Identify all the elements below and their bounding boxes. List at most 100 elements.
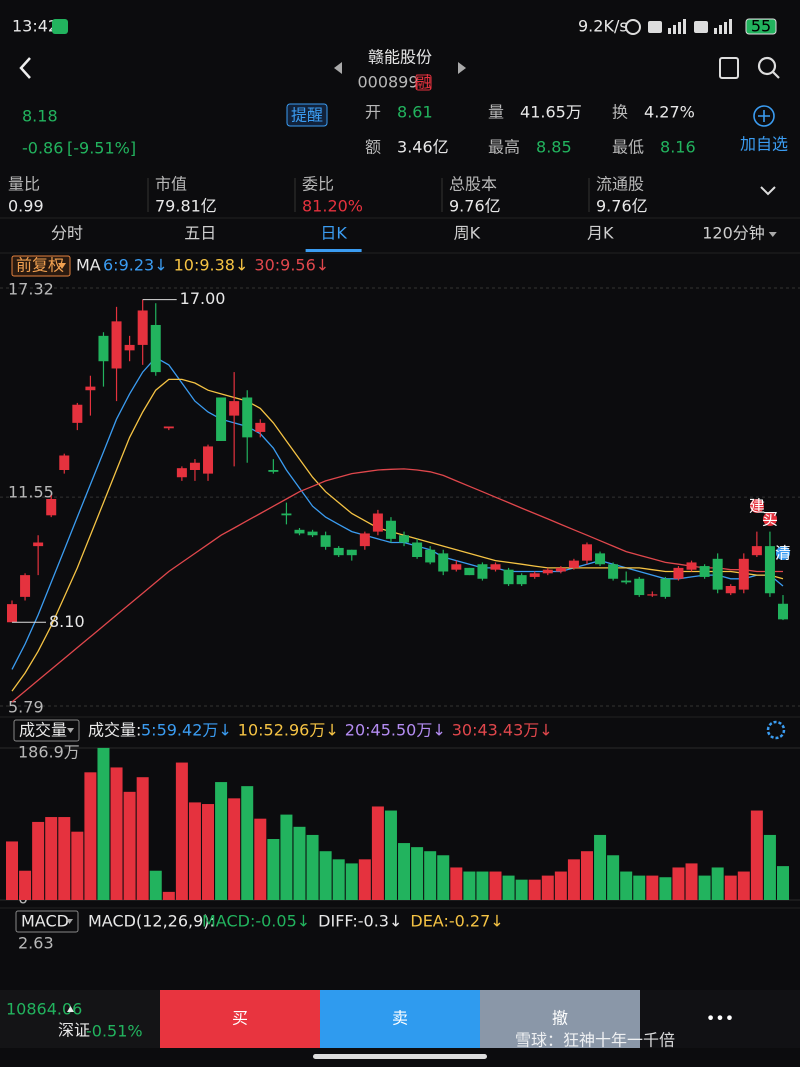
stat-value: 9.76亿 [449, 197, 501, 216]
adjust-frame[interactable] [11, 255, 71, 277]
prev-stock[interactable] [334, 62, 342, 74]
volume-tick-label: 186.9万 [18, 743, 80, 762]
alert-button[interactable]: 提醒 [291, 106, 323, 125]
candle-body [216, 397, 227, 441]
stat-label: 总股本 [449, 175, 497, 194]
macd-frame[interactable] [15, 910, 79, 933]
back-button[interactable] [19, 57, 31, 79]
signal-dot [750, 499, 764, 513]
trade-button-label[interactable]: 买 [232, 1009, 248, 1028]
volume-bar [698, 875, 711, 900]
volume-bar [267, 839, 280, 900]
volume-frame[interactable] [13, 719, 80, 742]
field-value: 8.85 [536, 138, 572, 157]
candle-body [608, 564, 619, 579]
volume-bar [345, 863, 358, 900]
candle-body [307, 531, 318, 536]
quote-fields: 开 8.61 量 41.65万 换 4.27% 额 3.46亿 最高 8.85 最低 8.16 [365, 103, 696, 157]
volume-bar [306, 834, 319, 900]
volume-bar [711, 867, 724, 900]
index-panel[interactable] [0, 990, 160, 1048]
trade-button-label[interactable]: 卖 [392, 1009, 408, 1028]
volume-bar [620, 871, 633, 900]
trade-button[interactable] [480, 990, 640, 1048]
search-handle [772, 71, 780, 79]
expand-button[interactable] [760, 186, 776, 196]
volume-bar [607, 855, 620, 900]
settings-button[interactable] [766, 720, 786, 740]
volume-bar [175, 762, 188, 900]
tab[interactable]: 周K [454, 224, 481, 243]
field-label: 量 [488, 103, 504, 122]
volume-ma-legend: 20:45.50万↓ [345, 721, 446, 740]
search-button[interactable] [757, 56, 777, 76]
macd-caret [66, 919, 73, 924]
tab-underline [305, 249, 362, 252]
index-change: -0.51% [86, 1022, 143, 1041]
candle-body [46, 498, 57, 516]
field-label: 最高 [488, 138, 520, 157]
index-arrow [67, 1006, 74, 1012]
badge-frame [415, 74, 432, 91]
kline-chart: 17.32 11.55 5.79 17.00 8.10 [0, 280, 800, 717]
volume-bar [58, 817, 71, 900]
next-stock[interactable] [458, 62, 466, 74]
candle-body [581, 544, 592, 561]
volume-bar [450, 867, 463, 900]
field-value: 8.16 [660, 138, 696, 157]
candle-body [176, 468, 187, 478]
stock-name: 赣能股份 [368, 48, 432, 67]
candle-body [137, 310, 148, 345]
volume-bar [737, 871, 750, 900]
layout-button[interactable] [719, 57, 739, 79]
volume-bar [724, 875, 737, 900]
adjust-button[interactable]: 前复权 [16, 256, 64, 275]
signal-label: 买 [762, 510, 778, 529]
trade-button[interactable] [640, 990, 800, 1048]
tab[interactable]: 五日 [184, 224, 216, 243]
ma-line [11, 356, 784, 670]
candle-body [281, 513, 292, 516]
trade-button[interactable] [160, 990, 320, 1048]
candle-body [59, 455, 70, 470]
tab[interactable]: 月K [587, 224, 614, 243]
candle-body [189, 462, 200, 470]
candle-body [503, 569, 514, 585]
trade-button[interactable] [320, 990, 480, 1048]
volume-bar [358, 859, 371, 900]
alert-frame[interactable] [286, 103, 328, 127]
stat-label: 流通股 [596, 175, 644, 194]
candle-body [751, 546, 762, 556]
watch-icon[interactable] [753, 105, 775, 127]
trade-button-label[interactable]: ••• [706, 1009, 734, 1028]
volume-bar [633, 875, 646, 900]
volume-bar [554, 871, 567, 900]
volume-title[interactable]: 成交量 [19, 721, 67, 740]
candle-body [568, 560, 579, 568]
status-time: 13:42 [12, 17, 58, 36]
tab[interactable]: 日K [320, 224, 347, 243]
volume-bar [32, 821, 45, 900]
trade-button-label[interactable]: 撤 [552, 1009, 568, 1028]
volume-bar [463, 871, 476, 900]
y-tick-label: 17.32 [8, 280, 54, 299]
volume-bar [110, 767, 123, 900]
volume-bar [580, 851, 593, 900]
ma-title: MA [76, 256, 101, 275]
candle-body [738, 558, 749, 590]
volume-bar [149, 870, 162, 900]
tab[interactable]: 分时 [51, 224, 83, 243]
field-value: 3.46亿 [397, 138, 449, 157]
candle-body [634, 578, 645, 596]
volume-ma-legend: 10:52.96万↓ [238, 721, 339, 740]
signal-icons [648, 19, 732, 34]
volume-bar [489, 871, 502, 900]
watch-button[interactable]: 加自选 [740, 135, 788, 154]
macd-title[interactable]: MACD [21, 912, 69, 931]
tab[interactable]: 120分钟 [702, 224, 765, 243]
candle-body [686, 562, 697, 570]
candle-body [438, 553, 449, 572]
macd-legend: DEA:-0.27↓ [410, 912, 503, 931]
volume-bar [398, 843, 411, 900]
volume-bar [228, 798, 241, 900]
